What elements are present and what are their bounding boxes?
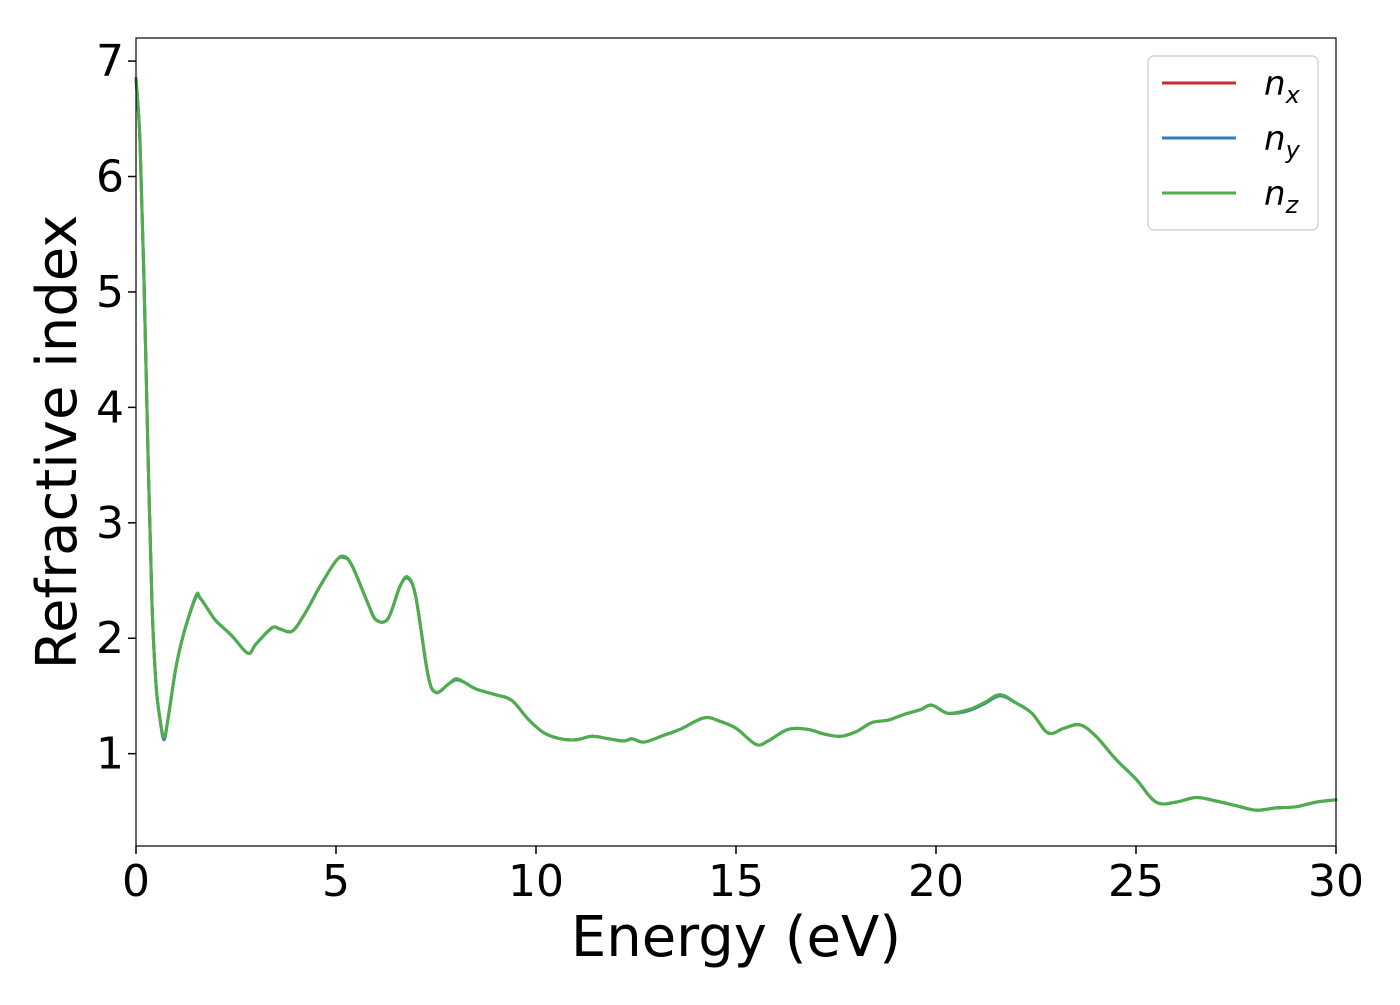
legend-label-base: n — [1264, 119, 1286, 159]
x-tick-label: 20 — [908, 856, 964, 907]
x-tick-label: 25 — [1108, 856, 1164, 907]
y-axis-ticks: 1 2 3 4 5 6 7 — [96, 36, 136, 780]
x-axis-ticks: 0 5 10 15 20 25 30 — [122, 846, 1364, 907]
legend-label-base: n — [1264, 174, 1286, 214]
series-line-n-z — [134, 76, 1338, 812]
legend-label-n-x: nx — [1264, 64, 1301, 109]
y-tick-label: 3 — [96, 498, 124, 549]
legend-label-subscript: x — [1285, 81, 1301, 109]
y-tick-label: 5 — [96, 267, 124, 318]
x-tick-label: 5 — [322, 856, 350, 907]
legend-label-subscript: y — [1285, 136, 1301, 164]
y-tick-label: 7 — [96, 36, 124, 87]
legend-label-n-y: ny — [1264, 119, 1301, 164]
x-tick-label: 30 — [1308, 856, 1364, 907]
x-tick-label: 0 — [122, 856, 150, 907]
legend-label-n-z: nz — [1264, 174, 1300, 219]
legend-label-base: n — [1264, 64, 1286, 104]
y-tick-label: 2 — [96, 613, 124, 664]
y-tick-label: 1 — [96, 729, 124, 780]
y-axis-title: Refractive index — [25, 215, 90, 670]
y-tick-label: 4 — [96, 382, 124, 433]
x-tick-label: 15 — [708, 856, 764, 907]
x-tick-label: 10 — [508, 856, 564, 907]
x-axis-title: Energy (eV) — [571, 905, 901, 970]
legend-label-subscript: z — [1285, 191, 1300, 219]
series-layer — [134, 76, 1338, 812]
legend-frame — [1147, 55, 1319, 231]
y-tick-label: 6 — [96, 152, 124, 203]
plot-area-background — [136, 38, 1336, 846]
